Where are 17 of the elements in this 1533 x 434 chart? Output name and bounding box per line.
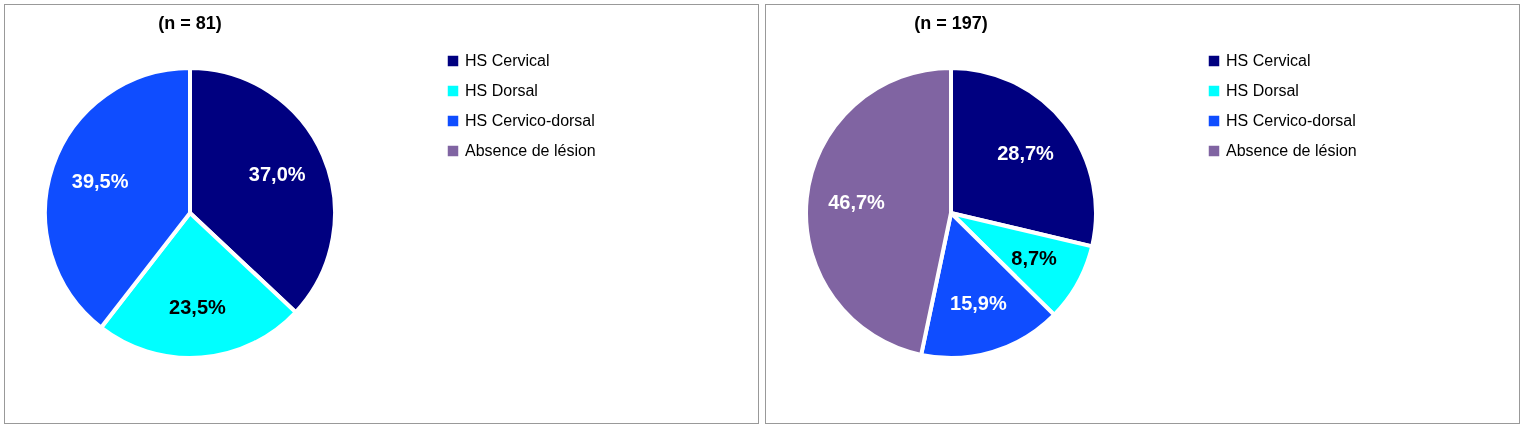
data-label: 37,0% <box>248 163 306 186</box>
legend-label: Absence de lésion <box>465 142 596 159</box>
data-label: 8,7% <box>1011 247 1058 270</box>
legend-label: HS Cervical <box>465 52 550 69</box>
data-label: 39,5% <box>71 170 129 193</box>
chart-title: (n = 197) <box>914 13 988 33</box>
data-label: 28,7% <box>997 142 1055 165</box>
legend-label: HS Cervico-dorsal <box>465 112 595 129</box>
data-label: 23,5% <box>169 295 227 318</box>
legend-label: HS Cervico-dorsal <box>1226 112 1356 129</box>
legend-label: HS Cervical <box>1226 52 1311 69</box>
legend-label: HS Dorsal <box>465 82 538 99</box>
chart-title: (n = 81) <box>158 13 222 33</box>
data-label: 15,9% <box>950 291 1007 314</box>
legend-label: Absence de lésion <box>1226 142 1357 159</box>
data-label: 46,7% <box>828 191 886 214</box>
legend-label: HS Dorsal <box>1226 82 1299 99</box>
